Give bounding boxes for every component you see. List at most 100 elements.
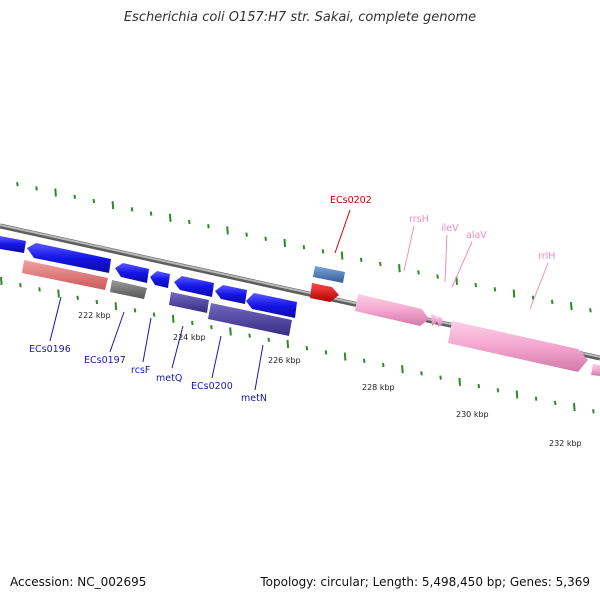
label-leaders — [49, 209, 549, 391]
gene-label-alav[interactable]: alaV — [466, 230, 487, 241]
scale-tick — [76, 295, 79, 300]
gene-label-rrsh[interactable]: rrsH — [409, 214, 429, 225]
scale-tick — [359, 257, 363, 262]
scale-tick — [398, 264, 401, 273]
gene-feature[interactable] — [215, 285, 247, 304]
scale-label-222: 222 kbp — [78, 311, 111, 320]
gene-labels: ECs0196 ECs0197 rcsF metQ ECs0200 metN E… — [29, 195, 555, 404]
gene-label-metq[interactable]: metQ — [156, 373, 182, 384]
scale-tick — [382, 362, 385, 368]
scale-label-226: 226 kbp — [268, 356, 301, 365]
trna-feature[interactable] — [431, 314, 437, 326]
scale-tick — [133, 308, 137, 313]
gene-label-metn[interactable]: metN — [241, 393, 267, 404]
scale-tick — [168, 213, 172, 222]
scale-tick — [264, 236, 267, 241]
scale-tick — [515, 390, 519, 399]
scale-tick — [302, 245, 306, 250]
scale-tick — [245, 232, 248, 237]
scale-tick — [321, 249, 325, 254]
gene-feature[interactable] — [0, 236, 26, 253]
scale-tick — [573, 403, 576, 412]
scale-label-224: 224 kbp — [173, 333, 206, 342]
scale-tick — [283, 238, 287, 248]
cds-forward-track — [0, 236, 345, 318]
cds-reverse-track — [22, 260, 292, 336]
gene-feature[interactable] — [27, 243, 111, 273]
scale-tick — [149, 211, 153, 216]
scale-tick — [73, 194, 76, 199]
scale-tick — [455, 276, 458, 285]
scale-tick — [324, 350, 328, 355]
gene-feature[interactable] — [208, 303, 292, 336]
scale-tick — [340, 251, 344, 260]
scale-tick — [191, 320, 194, 326]
scale-tick — [54, 188, 57, 197]
gene-feature[interactable] — [169, 292, 209, 313]
trna-feature[interactable] — [437, 316, 443, 327]
gene-label-ecs0202[interactable]: ECs0202 — [330, 195, 372, 206]
scale-tick — [474, 282, 478, 288]
scale-tick — [362, 358, 366, 363]
scale-tick — [95, 299, 99, 305]
scale-tick — [114, 302, 118, 311]
scale-tick — [130, 207, 134, 212]
scale-tick — [436, 274, 439, 279]
trna-feature[interactable] — [591, 364, 600, 376]
scale-tick — [401, 365, 404, 374]
gene-label-ilev[interactable]: ileV — [441, 223, 459, 234]
gene-feature[interactable] — [150, 271, 170, 288]
scale-tick — [553, 400, 557, 406]
scale-tick — [229, 327, 232, 336]
scale-tick — [417, 270, 420, 275]
gene-feature[interactable] — [115, 263, 149, 283]
scale-tick — [92, 198, 96, 204]
scale-tick — [38, 287, 41, 292]
scale-ticks — [0, 182, 595, 414]
scale-tick — [477, 383, 481, 389]
scale-tick — [534, 396, 538, 401]
scale-tick — [496, 388, 500, 393]
scale-tick — [248, 333, 251, 338]
gene-label-ecs0197[interactable]: ECs0197 — [84, 355, 126, 366]
scale-tick — [570, 302, 573, 311]
gene-feature[interactable] — [22, 260, 108, 290]
scale-tick — [458, 377, 461, 386]
scale-tick — [343, 352, 347, 361]
gene-label-rrlh[interactable]: rrlH — [538, 251, 555, 262]
scale-tick — [550, 299, 554, 305]
scale-tick — [188, 219, 191, 225]
gene-feature-ecs0202[interactable] — [310, 283, 339, 302]
scale-tick — [286, 339, 290, 349]
scale-tick — [420, 371, 423, 376]
scale-tick — [207, 224, 210, 229]
gene-feature[interactable] — [110, 280, 147, 299]
scale-tick — [512, 289, 516, 298]
scale-tick — [493, 287, 497, 292]
scale-tick — [0, 276, 3, 286]
scale-tick — [226, 226, 229, 235]
scale-label-228: 228 kbp — [362, 383, 395, 392]
scale-tick — [57, 289, 60, 298]
scale-tick — [171, 314, 175, 323]
scale-tick — [379, 261, 382, 267]
gene-label-ecs0196[interactable]: ECs0196 — [29, 344, 71, 355]
scale-labels: 222 kbp 224 kbp 226 kbp 228 kbp 230 kbp … — [78, 311, 582, 448]
scale-label-232: 232 kbp — [549, 439, 582, 448]
map-title: Escherichia coli O157:H7 str. Sakai, com… — [123, 10, 477, 25]
scale-tick — [35, 186, 38, 191]
accession-text: Accession: NC_002695 — [10, 575, 147, 589]
gene-feature[interactable] — [246, 293, 297, 318]
gene-feature[interactable] — [174, 276, 214, 297]
rrna-feature[interactable] — [355, 294, 429, 326]
gene-label-ecs0200[interactable]: ECs0200 — [191, 381, 233, 392]
scale-tick — [592, 409, 595, 414]
scale-tick — [589, 308, 592, 313]
rrna-feature[interactable] — [448, 321, 588, 372]
gene-label-rcsf[interactable]: rcsF — [131, 365, 150, 376]
scale-tick — [19, 283, 22, 288]
scale-tick — [152, 312, 156, 317]
scale-label-230: 230 kbp — [456, 410, 489, 419]
gene-feature-ecs0202-related[interactable] — [313, 266, 345, 283]
